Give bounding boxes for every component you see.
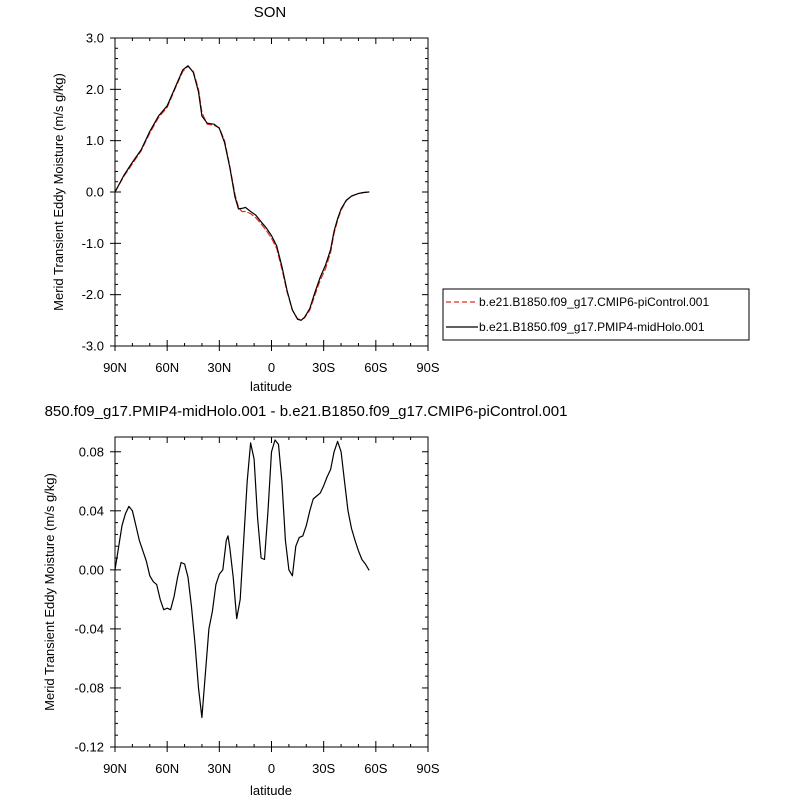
top-y-ticks: -3.0 -2.0 -1.0 0.0 1.0 2.0 3.0 <box>82 31 428 354</box>
top-x-axis-label: latitude <box>250 379 292 394</box>
bottom-y-tick-label: -0.12 <box>74 740 104 755</box>
top-y-tick-label: -1.0 <box>82 236 104 251</box>
bottom-x-tick-label: 90N <box>103 761 127 776</box>
top-x-tick-label: 90N <box>103 360 127 375</box>
bottom-y-tick-label: -0.08 <box>74 680 104 695</box>
top-chart-title: SON <box>254 4 287 21</box>
bottom-x-ticks: 90N 60N 30N 0 30S 60S 90S <box>103 437 440 776</box>
bottom-y-tick-label: -0.04 <box>74 621 104 636</box>
top-panel: SON -3.0 -2.0 -1.0 0.0 1.0 2.0 3.0 90N 60N 30N 0 3… <box>51 4 750 394</box>
bottom-series-lines <box>114 439 370 719</box>
top-y-tick-label: 1.0 <box>86 133 104 148</box>
bottom-y-tick-label: 0.08 <box>79 444 104 459</box>
top-x-tick-label: 60N <box>155 360 179 375</box>
top-y-tick-label: 2.0 <box>86 82 104 97</box>
bottom-x-tick-label: 60N <box>155 761 179 776</box>
top-legend: b.e21.B1850.f09_g17.CMIP6-piControl.001 … <box>442 288 750 341</box>
top-x-tick-label: 30S <box>312 360 335 375</box>
top-y-axis-label: Merid Transient Eddy Moisture (m/s g/kg) <box>51 73 66 311</box>
legend-box <box>442 288 750 341</box>
bottom-x-tick-label: 30N <box>207 761 231 776</box>
bottom-y-axis-label: Merid Transient Eddy Moisture (m/s g/kg) <box>42 473 57 711</box>
top-x-tick-label: 60S <box>364 360 387 375</box>
bottom-y-ticks: -0.12 -0.08 -0.04 0.00 0.04 0.08 <box>74 444 428 755</box>
bottom-y-tick-label: 0.04 <box>79 503 104 518</box>
top-plot-frame <box>114 37 429 347</box>
top-x-tick-label: 90S <box>416 360 439 375</box>
top-y-tick-label: -3.0 <box>82 339 104 354</box>
bottom-y-tick-label: 0.00 <box>79 562 104 577</box>
bottom-x-tick-label: 0 <box>268 761 275 776</box>
top-series-line-1 <box>114 65 370 321</box>
top-series-line-0 <box>114 65 370 321</box>
top-x-tick-label: 0 <box>268 360 275 375</box>
legend-label-midholo: b.e21.B1850.f09_g17.PMIP4-midHolo.001 <box>479 320 705 334</box>
bottom-panel: 850.f09_g17.PMIP4-midHolo.001 - b.e21.B1… <box>42 403 567 798</box>
legend-label-picontrol: b.e21.B1850.f09_g17.CMIP6-piControl.001 <box>479 295 709 309</box>
bottom-x-tick-label: 60S <box>364 761 387 776</box>
bottom-x-tick-label: 90S <box>416 761 439 776</box>
top-x-tick-label: 30N <box>207 360 231 375</box>
bottom-series-line-0 <box>114 439 370 719</box>
top-series-lines <box>114 65 370 321</box>
bottom-x-axis-label: latitude <box>250 783 292 798</box>
top-y-tick-label: 0.0 <box>86 185 104 200</box>
bottom-chart-title: 850.f09_g17.PMIP4-midHolo.001 - b.e21.B1… <box>45 403 568 420</box>
top-y-tick-label: 3.0 <box>86 31 104 46</box>
top-x-ticks: 90N 60N 30N 0 30S 60S 90S <box>103 38 440 375</box>
bottom-x-tick-label: 30S <box>312 761 335 776</box>
top-y-tick-label: -2.0 <box>82 287 104 302</box>
bottom-plot-frame <box>114 436 429 748</box>
